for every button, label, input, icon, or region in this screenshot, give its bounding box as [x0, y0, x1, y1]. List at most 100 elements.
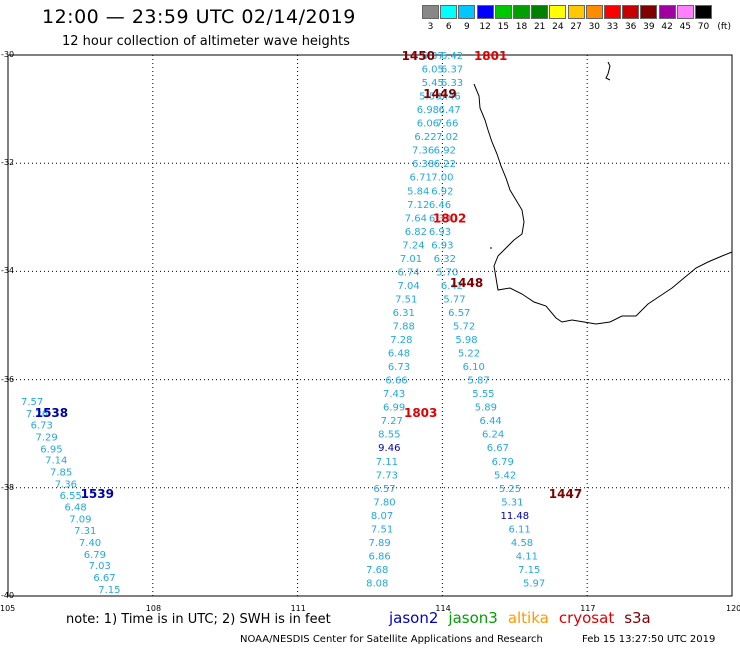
wave-height-value: 5.98: [455, 335, 477, 346]
scale-label: 70: [697, 22, 710, 32]
wave-height-value: 6.79: [492, 457, 514, 468]
wave-height-value: 6.44: [480, 416, 502, 427]
wave-height-value: 6.33: [441, 78, 463, 89]
wave-height-value: 6.37: [422, 51, 444, 62]
scale-swatch: [567, 5, 585, 19]
pass-time-label: 1801: [474, 49, 507, 63]
wave-height-value: 7.09: [69, 515, 91, 526]
longitude-label: 111: [290, 604, 306, 613]
scale-swatch: [695, 5, 712, 19]
wave-height-value: 6.22: [414, 132, 436, 143]
wave-height-value: 6.82: [405, 227, 427, 238]
wave-height-value: 5.55: [472, 389, 494, 400]
scale-swatch: [622, 5, 640, 19]
scale-label: 27: [570, 22, 582, 32]
pass-time-label: 1450: [402, 49, 435, 63]
wave-height-value: 7.80: [373, 497, 395, 508]
wave-height-value: 7.40: [79, 538, 101, 549]
longitude-label: 117: [580, 604, 596, 613]
scale-label: 6: [445, 22, 452, 32]
wave-height-value: 6.05: [422, 65, 444, 76]
wave-height-value: 6.47: [439, 105, 461, 116]
wave-height-value: 6.11: [508, 524, 530, 535]
wave-height-value: 6.42: [441, 51, 463, 62]
wave-height-value: 7.43: [383, 389, 405, 400]
wave-height-value: 8.07: [371, 511, 393, 522]
pass-time-label: 1539: [81, 487, 114, 501]
pass-time-label: 1448: [450, 276, 483, 290]
scale-swatch: [476, 5, 494, 19]
wave-height-value: 6.22: [434, 159, 456, 170]
scale-label: 18: [515, 22, 528, 32]
wave-height-value: 5.89: [475, 403, 497, 414]
wave-height-value: 7.36: [412, 146, 434, 157]
scale-swatch: [604, 5, 621, 19]
wave-height-value: 6.92: [434, 146, 456, 157]
longitude-label: 108: [145, 604, 162, 613]
scale-swatch: [640, 5, 658, 19]
island-outline: [605, 61, 611, 81]
wave-height-value: 4.58: [511, 538, 533, 549]
latitude-label: -30: [1, 50, 15, 59]
wave-height-value: 6.95: [40, 444, 62, 455]
wave-height-value: 6.66: [385, 376, 407, 387]
latitude-label: -36: [1, 374, 15, 384]
wave-height-value: 6.92: [431, 186, 453, 197]
wave-height-value: 11.48: [500, 511, 529, 522]
map-subtitle: 12 hour collection of altimeter wave hei…: [62, 34, 350, 49]
wave-height-value: 7.01: [400, 254, 422, 265]
latitude-label: -34: [1, 266, 15, 276]
wave-height-value: 5.53: [419, 92, 441, 103]
scale-swatch: [513, 5, 530, 19]
satellite-legend-s3a: s3a: [624, 609, 651, 627]
wave-height-value: 7.89: [369, 538, 391, 549]
wave-height-value: 7.51: [395, 294, 417, 305]
wave-height-value: 6.48: [388, 349, 410, 360]
satellite-legend-altika: altika: [507, 609, 549, 627]
wave-height-value: 6.06: [417, 119, 439, 130]
scale-label: 42: [661, 22, 673, 32]
wave-height-value: 6.93: [429, 227, 451, 238]
pass-time-label: 1538: [35, 406, 68, 420]
longitude-label: 114: [435, 604, 451, 613]
wave-height-value: 5.72: [453, 322, 475, 333]
wave-height-value: 6.73: [31, 421, 53, 432]
wave-height-value: 6.10: [463, 362, 485, 373]
scale-swatch: [440, 5, 458, 19]
wave-height-value: 6.74: [397, 267, 419, 278]
wave-height-value: 7.73: [376, 470, 398, 481]
longitude-label: 105: [0, 604, 16, 613]
wave-height-value: 6.46: [439, 92, 461, 103]
scale-swatch: [585, 5, 603, 19]
wave-height-value: 5.97: [523, 578, 545, 589]
pass-time-label: 1803: [404, 406, 437, 420]
wave-height-value: 7.64: [405, 213, 427, 224]
pass-time-label: 1449: [423, 87, 456, 101]
scale-swatch: [422, 5, 439, 19]
scale-label: 39: [643, 22, 655, 32]
scale-swatch: [494, 5, 512, 19]
wave-height-value: 6.98: [417, 105, 439, 116]
wave-height-value: 6.37: [441, 65, 463, 76]
wave-height-value: 6.57: [373, 484, 395, 495]
wave-height-value: 7.00: [431, 173, 453, 184]
scale-swatch: [676, 5, 694, 19]
scale-label: 45: [679, 22, 692, 32]
scale-swatch: [531, 5, 549, 19]
wave-height-value: 5.25: [499, 484, 521, 495]
pass-time-label: 1802: [433, 211, 466, 225]
wave-height-value: 7.36: [55, 479, 77, 490]
scale-label: 21: [533, 22, 546, 32]
wave-height-value: 6.31: [393, 308, 415, 319]
wave-height-value: 7.11: [376, 457, 398, 468]
wave-height-value: 7.29: [35, 432, 57, 443]
wave-height-value: 6.73: [388, 362, 410, 373]
wave-height-value: 8.55: [378, 430, 400, 441]
wave-height-value: 6.71: [410, 173, 432, 184]
scale-swatch: [458, 5, 476, 19]
wave-height-value: 7.28: [390, 335, 412, 346]
wave-height-value: 6.32: [434, 254, 456, 265]
satellite-legend: jason2 jason3 altika cryosat s3a: [389, 609, 661, 627]
wave-height-value: 7.15: [98, 585, 120, 596]
